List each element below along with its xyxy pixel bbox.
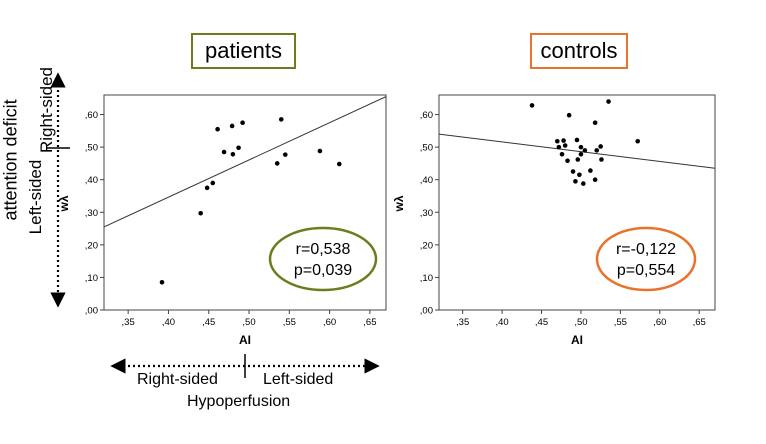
patients-data-point [282,152,288,157]
controls-data-point [570,169,576,174]
x-tick-label: ,65 [363,317,376,328]
y-tick-label: ,20 [420,240,433,251]
controls-data-point [581,181,586,186]
patients-data-point [159,280,165,285]
y-tick-label: ,20 [85,240,98,251]
x-tick-label: ,35 [456,317,469,328]
patients-data-point [230,151,236,157]
y-axis-label: wλ [57,195,71,212]
attention-deficit-title: attention deficit [0,99,21,221]
controls-data-point [529,103,535,108]
hypoperfusion-label: Hypoperfusion [187,393,291,410]
x-tick-label: ,45 [202,317,215,328]
patients-data-point [210,180,216,186]
controls-stats-ellipse [595,226,697,292]
patients-data-point [240,120,245,125]
x-tick-label: ,40 [162,317,175,328]
patients-data-point [336,161,342,167]
y-tick-label: ,50 [85,143,98,154]
controls-data-point [606,99,611,104]
patients-data-point [278,117,284,122]
controls-data-point [592,120,598,125]
x-tick-label: ,45 [535,317,548,328]
x-tick-label: ,55 [614,317,627,328]
patients-label: patients [191,33,296,69]
x-tick-label: ,60 [653,317,666,328]
x-tick-label: ,50 [242,317,255,328]
patients-plot-frame [103,94,387,311]
controls-data-point [575,157,581,162]
y-tick-label: ,40 [85,175,98,186]
patients-p-value: p=0,039 [294,262,352,279]
x-axis-label: AI [571,333,583,347]
controls-data-point [561,138,566,143]
controls-data-point [635,138,641,144]
y-tick-label: ,10 [85,273,98,284]
y-tick-label: ,00 [85,306,98,317]
x-tick-label: ,35 [122,317,135,328]
patients-data-point [229,123,235,129]
patients-data-point [198,210,203,216]
y-tick-label: ,10 [420,273,433,284]
right-sided-vertical-label: Right-sided [37,67,56,153]
controls-data-point [598,144,603,149]
patients-fit-line [103,96,387,228]
left-sided-horizontal-label: Left-sided [263,371,334,388]
y-tick-label: ,40 [420,175,433,186]
controls-fit-line [438,133,716,169]
controls-data-point [574,137,580,143]
x-tick-label: ,60 [323,317,336,328]
controls-data-point [588,168,593,173]
controls-label: controls [530,33,628,69]
y-tick-label: ,30 [85,208,98,219]
y-tick-label: ,00 [420,306,433,317]
controls-data-point [594,148,600,153]
x-tick-label: ,65 [693,317,706,328]
x-tick-label: ,55 [283,317,296,328]
controls-plot-frame [438,94,716,311]
controls-data-point [565,158,570,164]
controls-p-value: p=0,554 [617,262,675,279]
y-tick-label: ,50 [420,143,433,154]
y-tick-label: ,60 [420,110,433,121]
controls-data-point [556,144,562,150]
x-tick-label: ,40 [495,317,508,328]
controls-data-point [592,177,598,182]
controls-data-point [577,172,582,178]
right-sided-horizontal-label: Right-sided [137,371,218,388]
patients-stats-ellipse [268,226,378,292]
patients-data-point [317,148,323,154]
controls-data-point [573,179,578,184]
patients-data-point [274,161,280,166]
controls-data-point [562,143,568,148]
controls-chart: ,00 ,10 ,20 ,30 ,40 ,50 ,60 ,35 ,40 ,45 ,50 ,55 ,60,… [392,94,716,347]
x-axis-label: AI [239,333,251,347]
y-tick-label: ,60 [85,110,98,121]
controls-data-point [578,151,584,157]
patients-chart: ,00 ,10 ,20 ,30 ,40 ,50 ,60 ,35 ,40 ,45 ,50 ,55 ,60,… [57,94,387,347]
controls-data-point [559,151,565,157]
patients-r-value: r=0,538 [296,241,351,258]
controls-data-point [599,157,604,162]
controls-data-point [554,138,560,144]
controls-r-value: r=-0,122 [616,241,676,258]
patients-data-point [236,145,241,151]
controls-data-point [566,112,572,118]
left-sided-vertical-label: Left-sided [26,159,45,235]
x-tick-label: ,50 [574,317,587,328]
y-axis-label: wλ [392,195,406,212]
y-tick-label: ,30 [420,208,433,219]
patients-data-point [215,126,220,132]
controls-data-point [578,144,584,150]
patients-data-point [204,185,210,191]
controls-data-point [582,148,588,153]
patients-data-point [221,149,227,155]
